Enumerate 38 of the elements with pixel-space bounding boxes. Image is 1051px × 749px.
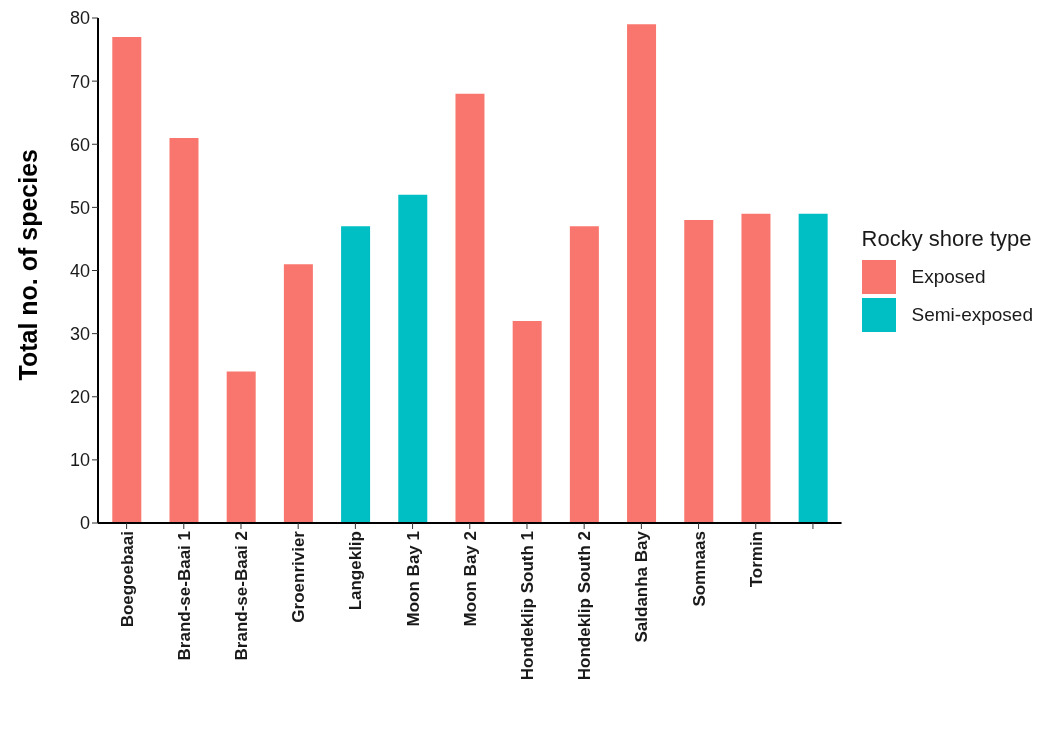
bar xyxy=(341,226,371,523)
bar xyxy=(398,194,428,523)
bar xyxy=(569,226,599,523)
y-tick-label: 50 xyxy=(69,197,90,218)
y-tick-label: 30 xyxy=(69,324,90,345)
bar xyxy=(283,264,313,523)
bar xyxy=(798,213,828,523)
y-tick-label: 20 xyxy=(69,387,90,408)
y-tick-label: 10 xyxy=(69,450,90,471)
x-tick-label: Groenrivier xyxy=(289,530,309,623)
x-tick-label: Moon Bay 2 xyxy=(460,531,480,627)
bar xyxy=(226,371,256,523)
bar xyxy=(627,24,657,523)
y-axis-title: Total no. of species xyxy=(13,148,42,381)
x-tick-label: Boegoebaai xyxy=(117,531,137,628)
y-tick-label: 0 xyxy=(79,513,90,534)
x-tick-label: Tormin xyxy=(746,531,766,588)
y-tick-label: 70 xyxy=(69,71,90,92)
bar xyxy=(684,220,714,523)
bar xyxy=(455,93,485,523)
x-tick-label: Brand-se-Baai 1 xyxy=(174,531,194,661)
x-tick-label: Saldanha Bay xyxy=(632,530,652,643)
x-tick-label: Moon Bay 1 xyxy=(403,531,423,627)
legend-title: Rocky shore type xyxy=(861,225,1033,252)
bar xyxy=(741,213,771,523)
x-tick-label: Hondeklip South 1 xyxy=(518,531,538,681)
bar xyxy=(169,137,199,523)
bar xyxy=(112,36,142,523)
legend-label: Exposed xyxy=(911,265,986,288)
y-tick-label: 40 xyxy=(69,260,90,281)
x-tick-label: Somnaas xyxy=(689,531,709,607)
legend-label: Semi-exposed xyxy=(911,303,1033,326)
x-tick-label: Hondeklip South 2 xyxy=(575,531,595,681)
x-tick-label: Langeklip xyxy=(346,531,366,611)
y-tick-label: 60 xyxy=(69,134,90,155)
y-tick-label: 80 xyxy=(69,8,90,29)
bar xyxy=(512,321,542,523)
x-tick-label: Brand-se-Baai 2 xyxy=(232,531,252,661)
